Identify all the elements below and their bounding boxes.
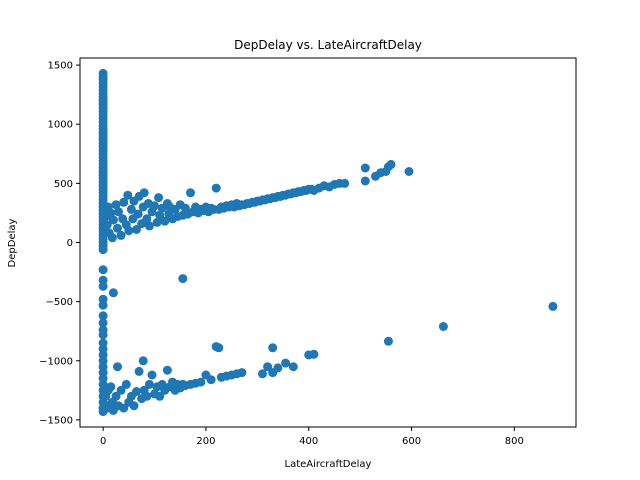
scatter-point xyxy=(119,403,129,413)
scatter-point xyxy=(123,190,133,200)
y-tick-label: −500 xyxy=(46,297,73,308)
scatter-point xyxy=(106,382,116,392)
scatter-point xyxy=(142,214,152,224)
scatter-point xyxy=(150,201,159,211)
scatter-point xyxy=(288,362,298,372)
scatter-point xyxy=(116,385,126,395)
y-tick-label: 500 xyxy=(54,179,73,190)
scatter-point xyxy=(281,358,291,368)
scatter-point xyxy=(111,391,121,401)
y-tick-label: −1500 xyxy=(39,415,73,426)
scatter-point xyxy=(360,163,370,173)
scatter-point xyxy=(106,208,116,218)
scatter-point xyxy=(147,370,157,380)
scatter-point xyxy=(134,366,144,376)
y-tick-label: 1000 xyxy=(48,120,73,131)
scatter-point xyxy=(178,274,188,284)
scatter-points xyxy=(98,68,558,417)
x-tick-label: 0 xyxy=(100,436,106,447)
scatter-point xyxy=(155,391,165,401)
scatter-point xyxy=(258,369,267,379)
scatter-point xyxy=(98,245,108,255)
y-tick-label: 0 xyxy=(67,238,73,249)
scatter-point xyxy=(144,221,154,231)
scatter-point xyxy=(121,379,131,389)
scatter-point xyxy=(211,183,221,193)
scatter-point xyxy=(360,176,370,186)
y-axis-label: DepDelay xyxy=(7,218,18,267)
scatter-point xyxy=(263,362,273,372)
scatter-point xyxy=(152,217,162,227)
x-tick-label: 400 xyxy=(299,436,318,447)
scatter-point xyxy=(139,188,149,198)
x-tick-label: 800 xyxy=(505,436,524,447)
scatter-point xyxy=(206,375,216,385)
scatter-point xyxy=(142,391,152,401)
scatter-point xyxy=(133,209,143,219)
scatter-point xyxy=(102,220,112,230)
scatter-point xyxy=(214,343,224,353)
scatter-point xyxy=(113,223,122,233)
scatter-point xyxy=(138,356,148,366)
scatter-point xyxy=(268,343,278,353)
scatter-point xyxy=(132,225,141,234)
scatter-point xyxy=(98,265,108,275)
scatter-point xyxy=(155,210,165,220)
scatter-point xyxy=(154,193,164,203)
scatter-point xyxy=(386,159,396,169)
scatter-point xyxy=(107,233,117,243)
y-tick-label: −1000 xyxy=(39,356,73,367)
scatter-point xyxy=(186,188,195,198)
y-tick-label: 1500 xyxy=(48,61,73,72)
scatter-point xyxy=(383,336,393,346)
scatter-point xyxy=(196,377,206,387)
scatter-point xyxy=(98,330,108,340)
scatter-point xyxy=(340,178,350,188)
scatter-point xyxy=(119,197,129,207)
scatter-point xyxy=(108,215,118,225)
scatter-point xyxy=(273,363,283,373)
scatter-point xyxy=(98,311,108,321)
scatter-point xyxy=(162,365,172,375)
scatter-point xyxy=(108,288,118,298)
scatter-point xyxy=(309,349,319,359)
scatter-point xyxy=(160,216,170,226)
scatter-point xyxy=(132,387,141,396)
scatter-point xyxy=(111,200,121,210)
scatter-point xyxy=(237,368,247,378)
scatter-point xyxy=(98,281,108,291)
scatter-point xyxy=(438,322,448,331)
x-tick-label: 600 xyxy=(402,436,421,447)
y-axis-ticks: −1500 −1000 −500 0 500 1000 1500 xyxy=(39,61,80,426)
scatter-point xyxy=(114,207,123,217)
x-tick-label: 200 xyxy=(196,436,215,447)
scatter-point xyxy=(548,301,558,311)
scatter-point xyxy=(144,379,154,389)
scatter-point xyxy=(98,300,108,310)
x-axis-ticks: 0 200 400 600 800 xyxy=(100,427,524,447)
scatter-point xyxy=(404,167,414,176)
scatter-point xyxy=(126,204,136,214)
scatter-point xyxy=(116,230,126,240)
scatter-point xyxy=(113,362,122,372)
scatter-point xyxy=(98,318,108,328)
x-axis-label: LateAircraftDelay xyxy=(285,459,372,470)
scatter-point xyxy=(129,401,139,411)
chart-title: DepDelay vs. LateAircraftDelay xyxy=(234,38,422,52)
scatter-point xyxy=(124,226,134,236)
